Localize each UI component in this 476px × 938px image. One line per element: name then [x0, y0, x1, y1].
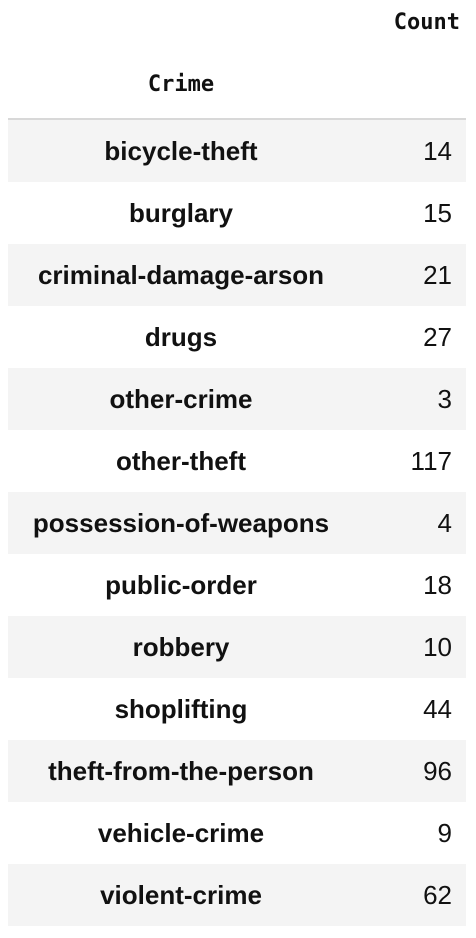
table-row: bicycle-theft 14	[8, 120, 466, 182]
table-row: vehicle-crime 9	[8, 802, 466, 864]
row-count-value: 14	[423, 135, 452, 166]
row-crime-label: robbery	[132, 631, 230, 662]
table-row: possession-of-weapons 4	[8, 492, 466, 554]
table-row: criminal-damage-arson 21	[8, 244, 466, 306]
table-row: burglary 15	[8, 182, 466, 244]
row-crime-label: violent-crime	[100, 879, 262, 910]
row-count-value: 15	[423, 197, 452, 228]
row-crime-label: burglary	[128, 197, 234, 228]
index-header-crime: Crime	[147, 72, 215, 97]
row-crime-label: vehicle-crime	[97, 817, 265, 848]
table-row: other-crime 3	[8, 368, 466, 430]
row-count-value: 18	[423, 569, 452, 600]
table-row: other-theft 117	[8, 430, 466, 492]
table-body: bicycle-theft 14 burglary 15 criminal-damage…	[8, 120, 466, 926]
row-crime-label: criminal-damage-arson	[37, 259, 325, 290]
row-crime-label: possession-of-weapons	[32, 507, 330, 538]
row-count-value: 96	[423, 755, 452, 786]
header-divider	[8, 118, 466, 120]
table-row: shoplifting 44	[8, 678, 466, 740]
row-crime-label: shoplifting	[114, 693, 248, 724]
table-row: violent-crime 62	[8, 864, 466, 926]
row-crime-label: other-theft	[116, 445, 246, 476]
row-count-value: 62	[423, 879, 452, 910]
row-count-value: 3	[437, 383, 452, 414]
row-count-value: 10	[423, 631, 452, 662]
table-row: robbery 10	[8, 616, 466, 678]
table-row: drugs 27	[8, 306, 466, 368]
row-count-value: 9	[437, 817, 452, 848]
row-count-value: 4	[437, 507, 452, 538]
row-crime-label: drugs	[144, 321, 218, 352]
row-crime-label: public-order	[105, 569, 257, 600]
row-crime-label: theft-from-the-person	[48, 755, 314, 786]
row-count-value: 21	[423, 259, 452, 290]
row-count-value: 117	[410, 445, 452, 476]
column-header-count: Count	[393, 10, 460, 35]
row-crime-label: bicycle-theft	[104, 135, 258, 166]
row-crime-label: other-crime	[109, 383, 253, 414]
row-count-value: 27	[423, 321, 452, 352]
table-row: public-order 18	[8, 554, 466, 616]
table-row: theft-from-the-person 96	[8, 740, 466, 802]
row-count-value: 44	[423, 693, 452, 724]
